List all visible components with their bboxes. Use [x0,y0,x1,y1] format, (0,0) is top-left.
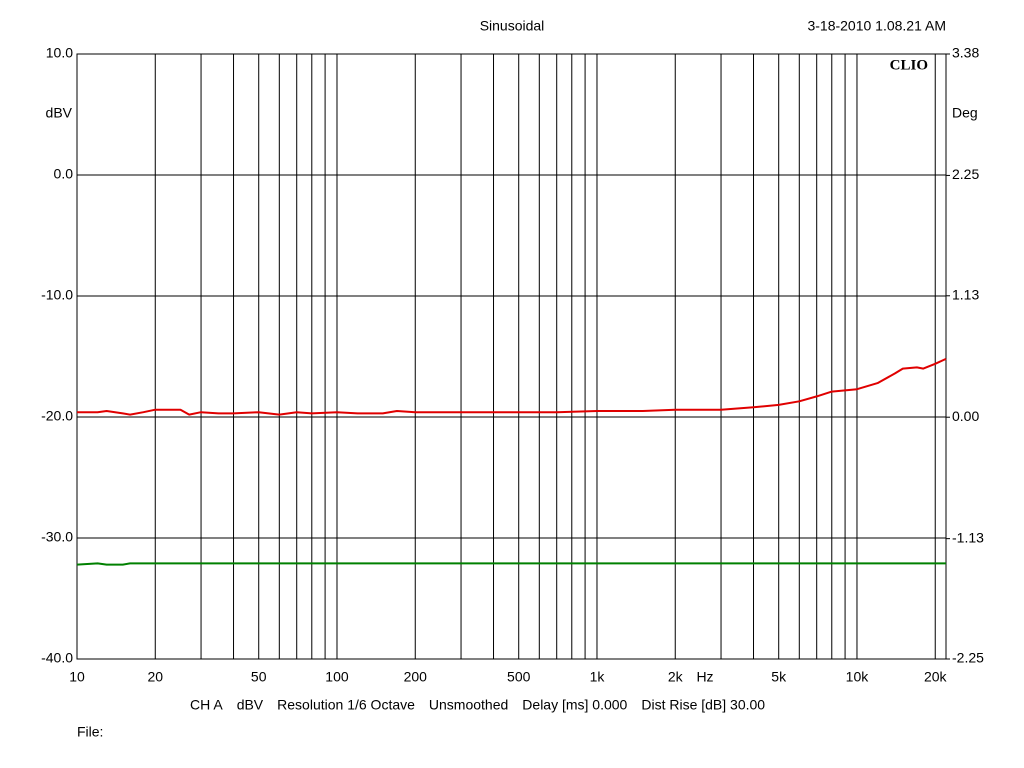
x-tick-label: 1k [590,669,606,685]
x-tick-label: 100 [325,669,349,685]
brand: CLIO [890,57,928,73]
y2-tick-label: 1.13 [952,286,979,302]
series-line [77,357,947,416]
footer-item: Dist Rise [dB] 30.00 [641,697,765,713]
x-tick-label: 10 [69,669,85,685]
y2-tick-label: 2.25 [952,166,979,182]
footer-item: Unsmoothed [429,697,508,713]
y-tick-label: -40.0 [41,650,73,666]
x-tick-label: 200 [404,669,428,685]
series-line [76,562,946,566]
footer-item: Resolution 1/6 Octave [277,697,415,713]
x-axis-label: Hz [696,669,713,685]
timestamp: 3-18-2010 1.08.21 AM [807,18,946,34]
y2-tick-label: 0.00 [952,408,979,424]
y2-axis-label: Deg [952,105,978,121]
footer-item: CH A [190,697,223,713]
plot-frame [76,53,947,660]
x-tick-label: 500 [507,669,531,685]
y2-tick-label: -1.13 [952,529,984,545]
x-tick-label: 2k [668,669,684,685]
y-tick-label: -30.0 [41,529,73,545]
x-tick-label: 20k [924,669,948,685]
footer-item: Delay [ms] 0.000 [522,697,627,713]
x-tick-label: 50 [251,669,267,685]
y-tick-label: -10.0 [41,287,73,303]
footer-item: dBV [237,697,264,713]
y-axis-label: dBV [46,105,73,121]
y2-tick-label: -2.25 [952,650,984,666]
x-tick-label: 5k [771,669,787,685]
y2-tick-label: 3.38 [952,45,979,61]
x-tick-label: 20 [147,669,163,685]
y-tick-label: -20.0 [41,408,73,424]
y-tick-label: 10.0 [46,45,73,61]
y-tick-label: 0.0 [54,166,74,182]
chart-title: Sinusoidal [480,18,545,34]
file-label: File: [77,724,103,740]
x-tick-label: 10k [846,669,870,685]
